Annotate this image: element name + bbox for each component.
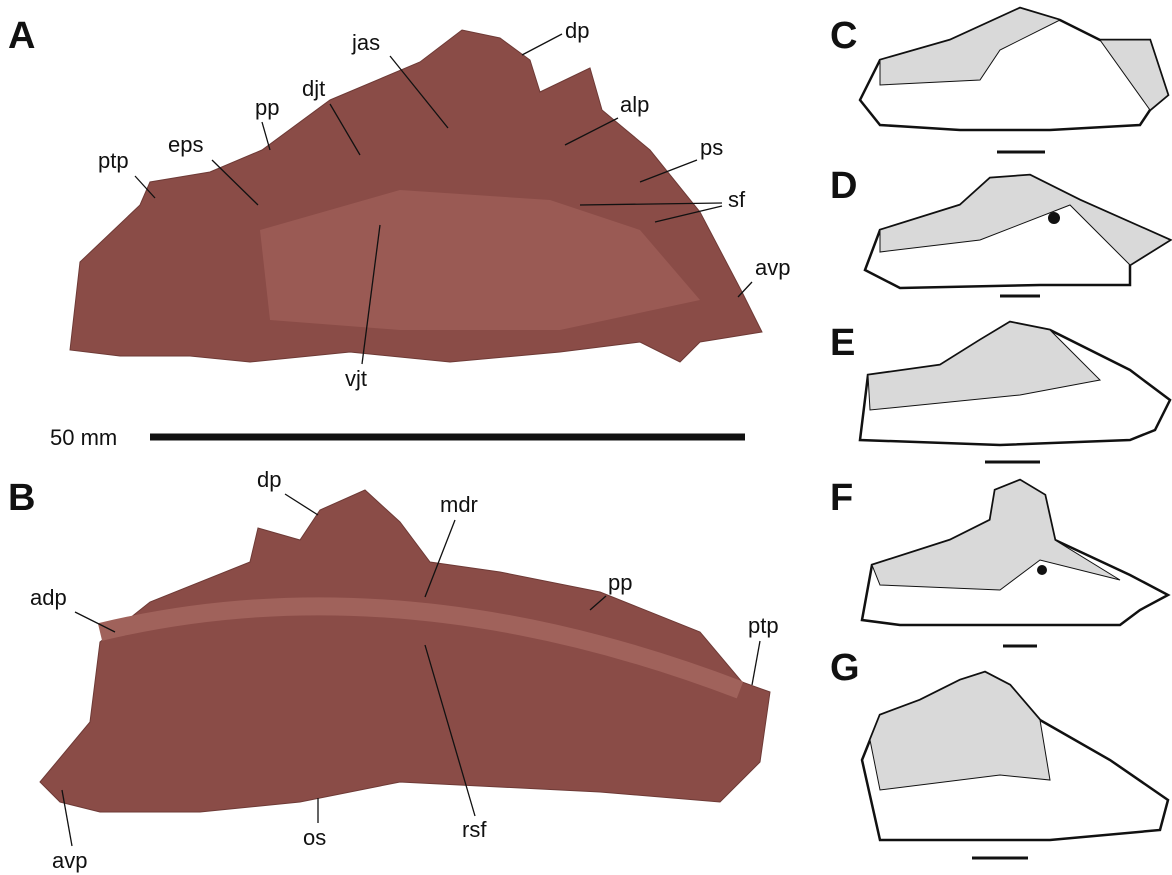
leader <box>285 494 318 515</box>
label: alp <box>620 92 649 117</box>
panel-letter: A <box>8 15 35 57</box>
panel-letter: F <box>830 477 853 519</box>
drawing-g <box>862 672 1168 858</box>
label: pp <box>255 95 279 120</box>
label: rsf <box>462 817 487 842</box>
label: mdr <box>440 492 478 517</box>
label: pp <box>608 570 632 595</box>
leader <box>522 34 562 55</box>
panel-letter: E <box>830 322 855 364</box>
label: ps <box>700 135 723 160</box>
label: djt <box>302 76 325 101</box>
label: ptp <box>98 148 129 173</box>
drawing-e <box>860 322 1170 462</box>
label: vjt <box>345 366 367 391</box>
label: eps <box>168 132 203 157</box>
leader <box>262 122 270 150</box>
label: jas <box>351 30 380 55</box>
label: os <box>303 825 326 850</box>
leader <box>752 641 760 685</box>
fossil-b <box>40 490 770 812</box>
label: dp <box>565 18 589 43</box>
panel-letter: D <box>830 165 857 207</box>
panel-letter: B <box>8 477 35 519</box>
label: avp <box>755 255 790 280</box>
label: ptp <box>748 613 779 638</box>
panel-letter: C <box>830 15 857 57</box>
drawing-d <box>865 175 1170 296</box>
drawing-c <box>860 8 1168 152</box>
scale-label: 50 mm <box>50 425 117 450</box>
label: avp <box>52 848 87 873</box>
label: dp <box>257 467 281 492</box>
drawing-f <box>862 480 1168 646</box>
figure: 50 mm A B C D E F G dp jas djt pp eps pt… <box>0 0 1172 875</box>
label: adp <box>30 585 67 610</box>
label: sf <box>728 187 746 212</box>
panel-letter: G <box>830 647 860 689</box>
